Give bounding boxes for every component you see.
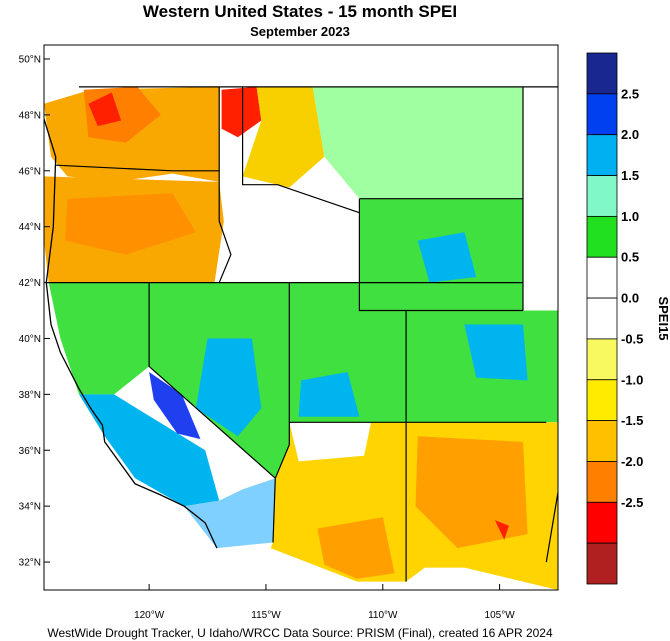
colorbar-label: -1.5 (621, 413, 643, 428)
colorbar-label: -2.5 (621, 495, 643, 510)
map-frame-border (43, 44, 559, 591)
colorbar-swatch (586, 542, 618, 585)
colorbar-swatch (586, 461, 618, 503)
region-southern-california (184, 478, 276, 549)
region-utah-blue (298, 372, 360, 417)
colorbar-swatch (586, 52, 618, 95)
coastline (44, 116, 218, 549)
region-colorado-blue (464, 324, 528, 381)
region-northern-california (48, 282, 150, 395)
lat-tick-label: 34°N (19, 502, 41, 513)
lat-tick-label: 42°N (19, 278, 41, 289)
lon-tick-label: 105°W (485, 610, 516, 621)
lon-tick-label: 115°W (251, 610, 281, 621)
colorbar-swatch (586, 93, 618, 136)
lat-tick-label: 48°N (19, 110, 41, 121)
colorbar-swatch (586, 338, 618, 381)
region-arizona-north-white (289, 422, 372, 462)
colorbar-swatch (586, 134, 618, 176)
region-idaho-panhandle-red (221, 86, 262, 138)
region-oregon-central-orange (65, 193, 196, 255)
lat-tick-label: 40°N (19, 334, 41, 345)
lat-tick-label: 32°N (19, 558, 41, 569)
colorbar-swatch (586, 420, 618, 462)
region-central-california-blue (79, 394, 220, 507)
colorbar-label: 2.5 (621, 86, 639, 101)
state-border-line (148, 282, 276, 479)
axis-ticks: 32°N 34°N 36°N 38°N 40°N 42°N 44°N 46°N 48°N 50°N… (19, 54, 516, 621)
lat-tick-label: 44°N (19, 222, 41, 233)
colorbar-swatch (586, 175, 618, 217)
colorbar-swatch (586, 256, 618, 299)
colorbar-label: -0.5 (621, 331, 643, 346)
region-montana-east (312, 86, 523, 199)
region-sierra-darkblue (149, 372, 201, 440)
lat-tick-label: 38°N (19, 390, 41, 401)
state-border-line (288, 282, 547, 423)
colorbar-label: 0.0 (621, 291, 639, 306)
lon-tick-label: 120°W (134, 610, 165, 621)
region-montana-west (242, 86, 325, 188)
lat-tick-label: 46°N (19, 166, 41, 177)
region-new-mexico-orange (415, 436, 528, 549)
lat-tick-label: 50°N (19, 54, 41, 65)
colorbar-label: 1.0 (621, 209, 639, 224)
colorbar-title: SPEI15 (656, 296, 670, 340)
region-new-mexico-red (494, 520, 509, 540)
lon-tick-label: 110°W (368, 610, 398, 621)
region-arizona-south-orange (317, 517, 395, 579)
colorbar-swatch (586, 215, 618, 258)
state-border-line (55, 164, 220, 172)
state-border-line (358, 198, 523, 312)
state-border-line (545, 488, 558, 563)
lat-tick-label: 36°N (19, 446, 41, 457)
state-border-line (272, 422, 290, 543)
colorbar-label: 0.5 (621, 250, 639, 265)
state-border-line (242, 86, 360, 214)
colorbar-label: 1.5 (621, 168, 639, 183)
data-source-footer: WestWide Drought Tracker, U Idaho/WRCC D… (47, 626, 553, 640)
region-idaho-south (214, 181, 360, 283)
state-border-line (218, 86, 232, 283)
colorbar-label: -2.0 (621, 454, 643, 469)
map-subtitle: September 2023 (250, 24, 350, 39)
colorbar-label: -1.0 (621, 372, 643, 387)
region-washington-seattle-red (88, 92, 122, 127)
map-title: Western United States - 15 month SPEI (142, 2, 458, 21)
state-borders (44, 86, 558, 582)
region-nevada-blue (195, 338, 262, 437)
colorbar-swatch (586, 501, 618, 544)
colorbar: 2.5 2.0 1.5 1.0 0.5 0.0 -0.5 -1.0 -1.5 -2.0 -2.5 SP… (586, 52, 670, 585)
region-wyoming-blue (417, 232, 477, 283)
colorbar-swatch (586, 379, 618, 422)
colorbar-swatch (586, 297, 618, 340)
colorbar-label: 2.0 (621, 127, 639, 142)
